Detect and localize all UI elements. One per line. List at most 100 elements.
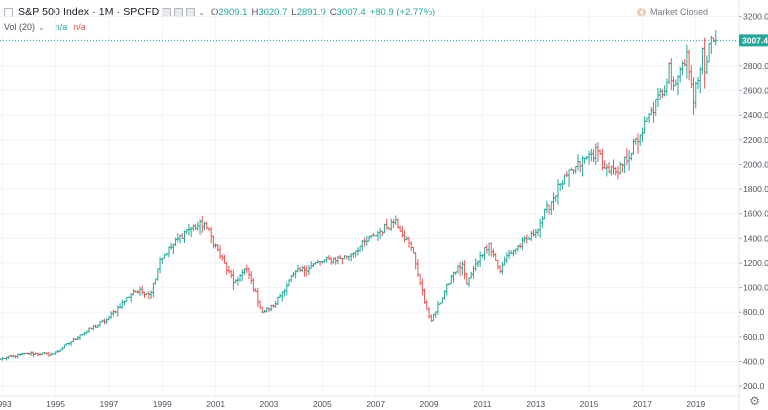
ohlc-bar <box>411 246 415 254</box>
ohlc-bar <box>649 106 653 116</box>
ohlc-bar <box>607 162 611 173</box>
chart-header: S&P 500 Index · 1M · SPCFD ⌄ O 2909.1 H 30… <box>0 0 740 40</box>
ohlc-bar <box>229 269 233 279</box>
x-tick-label: 1999 <box>153 399 172 409</box>
y-tick-label: 1000.0 <box>743 283 768 293</box>
ohlc-bar <box>398 225 402 232</box>
ohlc-bar <box>485 244 489 254</box>
ohlc-bar <box>391 219 395 228</box>
ohlc-bar <box>503 256 507 266</box>
chevron-down-icon[interactable]: ⌄ <box>198 7 205 17</box>
x-tick-label: 2009 <box>420 399 439 409</box>
ohlc-bar <box>360 239 364 252</box>
ohlc-bar <box>298 266 302 272</box>
ohlc-bar <box>714 29 718 46</box>
ohlc-bar <box>256 287 260 307</box>
x-tick-label: 1993 <box>0 399 12 409</box>
ohlc-bar <box>494 252 498 262</box>
volume-label[interactable]: Vol (20) <box>4 22 36 32</box>
market-status: Market Closed <box>636 7 708 17</box>
ohlc-bar <box>425 299 429 310</box>
ohlc-bar <box>474 258 478 272</box>
eye-icon[interactable] <box>162 7 172 17</box>
ohlc-bar <box>236 276 240 286</box>
ohlc-bar <box>709 35 713 54</box>
collapse-toggle-icon[interactable] <box>4 7 13 17</box>
ohlc-bar <box>531 229 535 237</box>
ohlc-bar <box>431 313 435 322</box>
ohlc-bar <box>556 179 560 205</box>
ohlc-bar <box>694 81 698 109</box>
ohlc-bar <box>520 236 524 250</box>
ohlc-bar <box>643 116 647 134</box>
ohlc-bar <box>605 163 609 177</box>
high-value: 3020.7 <box>258 6 288 18</box>
market-status-text: Market Closed <box>649 7 708 17</box>
change-value: +80.9 (+2.77%) <box>369 6 436 18</box>
ohlc-bar <box>169 242 173 251</box>
ohlc-bar <box>560 180 564 190</box>
ohlc-bar <box>151 282 155 298</box>
ohlc-bar <box>225 261 229 275</box>
y-tick-label: 2000.0 <box>743 159 768 169</box>
y-tick-label: 1200.0 <box>743 258 768 268</box>
low-value: 2891.9 <box>296 6 326 18</box>
settings-icon[interactable] <box>174 7 184 17</box>
ohlc-bar <box>211 235 215 249</box>
ohlc-bar <box>627 150 631 171</box>
ohlc-bar <box>111 309 115 317</box>
ohlc-bar <box>594 143 598 165</box>
y-tick-label: 1600.0 <box>743 209 768 219</box>
volume-chevron-icon[interactable]: ⌄ <box>38 22 45 32</box>
x-axis[interactable]: 1993 1995 1997 1999 2001 2003 2005 2007 2009 2011… <box>0 395 739 409</box>
ohlc-bar <box>489 242 493 257</box>
last-price-line: 3007.4 <box>0 34 768 47</box>
ohlc-bar <box>658 88 662 101</box>
ohlc-bar <box>612 159 616 175</box>
ohlc-bar <box>600 149 604 171</box>
ohlc-bar <box>231 269 235 290</box>
last-price-tag <box>739 34 768 47</box>
ohlc-bar <box>478 251 482 267</box>
ohlc-bar <box>696 76 700 89</box>
y-axis[interactable]: 200.0 400.0 600.0 800.0 1000.0 1200.0 1400.0 16… <box>738 0 768 410</box>
y-tick-label: 2600.0 <box>743 86 768 96</box>
ohlc-bar <box>183 230 186 244</box>
y-tick-label: 3200.0 <box>743 12 768 22</box>
high-key: H <box>251 6 259 18</box>
ohlc-bar <box>291 272 295 278</box>
open-key: O <box>211 6 219 18</box>
ohlc-bar <box>540 215 544 229</box>
volume-value-1: n/a <box>54 22 68 32</box>
ohlc-bar <box>567 169 571 187</box>
ohlc-bar <box>689 65 693 89</box>
ohlc-bar <box>171 243 175 255</box>
x-tick-label: 2019 <box>686 399 705 409</box>
ohlc-bar <box>125 296 129 302</box>
symbol-title[interactable]: S&P 500 Index · 1M · SPCFD <box>18 6 160 18</box>
ohlc-bar <box>176 233 180 243</box>
ohlc-bar <box>625 148 629 166</box>
ohlc-bar <box>218 245 222 260</box>
ohlc-bar <box>549 201 553 215</box>
ohlc-bar <box>596 142 600 162</box>
close-icon[interactable] <box>186 7 196 17</box>
chart-settings-gear-icon[interactable]: ⚙ <box>749 394 760 408</box>
close-key: C <box>329 6 337 18</box>
ohlc-bar <box>194 224 198 231</box>
ohlc-bar <box>240 268 244 282</box>
x-tick-label: 1995 <box>46 399 65 409</box>
ohlc-bar <box>423 288 427 304</box>
ohlc-bar <box>409 241 413 252</box>
ohlc-bar <box>523 235 527 243</box>
ohlc-bar <box>538 218 542 238</box>
ohlc-bar <box>289 275 293 283</box>
ohlc-bar <box>147 291 151 300</box>
ohlc-bar <box>309 261 313 269</box>
ohlc-bar <box>414 251 418 270</box>
ohlc-bar <box>552 192 555 211</box>
ohlc-bar <box>487 242 491 256</box>
ohlc-bar <box>120 299 124 309</box>
ohlc-bar <box>514 248 518 255</box>
